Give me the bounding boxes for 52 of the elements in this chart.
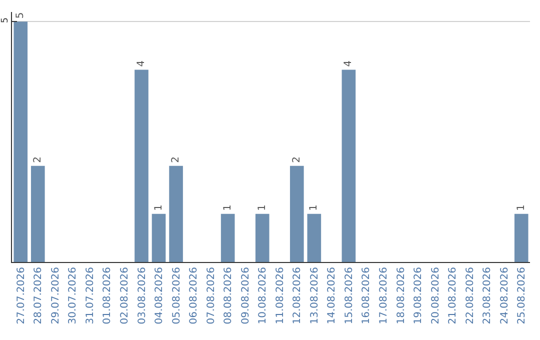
data-label: 1: [153, 204, 164, 211]
x-tick-label: 18.08.2026: [396, 267, 407, 324]
x-tick-label: 29.07.2026: [50, 267, 62, 324]
x-tick-label: 10.08.2026: [258, 267, 269, 324]
x-tick-label: 15.08.2026: [344, 267, 355, 324]
data-label: 1: [308, 204, 320, 211]
bar: [290, 166, 304, 262]
x-tick-label: 14.08.2026: [326, 267, 338, 324]
x-tick-label: 24.08.2026: [499, 267, 510, 324]
x-tick-label: 04.08.2026: [154, 267, 166, 324]
bar: [514, 214, 528, 262]
x-tick-label: 21.08.2026: [448, 267, 459, 324]
x-tick-label: 07.08.2026: [206, 267, 217, 324]
x-tick-label: 28.07.2026: [33, 267, 44, 324]
bar: [342, 70, 356, 262]
bar: [169, 166, 183, 262]
data-label: 1: [256, 204, 268, 211]
x-tick-label: 30.07.2026: [68, 267, 79, 324]
x-tick-label: 23.08.2026: [482, 267, 494, 324]
x-tick-label: 13.08.2026: [309, 267, 320, 324]
x-tick-label: 31.07.2026: [84, 267, 96, 324]
bar: [255, 214, 270, 262]
bar: [30, 166, 45, 262]
bar: [307, 214, 322, 262]
x-tick-label: 12.08.2026: [292, 267, 304, 324]
data-label: 2: [170, 156, 182, 163]
data-label: 2: [32, 156, 44, 163]
data-label: 4: [343, 60, 354, 67]
x-tick-label: 06.08.2026: [188, 267, 200, 324]
x-tick-label: 27.07.2026: [16, 267, 27, 324]
x-tick-label: 19.08.2026: [413, 267, 424, 324]
data-label: 5: [15, 12, 26, 19]
x-tick-label: 09.08.2026: [240, 267, 252, 324]
data-label: 4: [136, 60, 147, 67]
data-label: 1: [222, 204, 234, 211]
x-tick-label: 08.08.2026: [223, 267, 234, 324]
data-label: 2: [291, 156, 302, 163]
x-tick-label: 11.08.2026: [274, 267, 286, 324]
bar: [152, 214, 166, 262]
bar: [14, 22, 28, 262]
x-tick-label: 05.08.2026: [171, 267, 182, 324]
bar: [220, 214, 235, 262]
x-tick-label: 01.08.2026: [102, 267, 114, 324]
bar: [134, 70, 148, 262]
x-tick-label: 03.08.2026: [136, 267, 148, 324]
x-tick-label: 25.08.2026: [516, 267, 528, 324]
x-tick-label: 22.08.2026: [464, 267, 476, 324]
data-label: 1: [516, 204, 527, 211]
x-tick-label: 16.08.2026: [361, 267, 372, 324]
x-tick-label: 17.08.2026: [378, 267, 390, 324]
x-tick-label: 20.08.2026: [430, 267, 442, 324]
x-tick-label: 02.08.2026: [119, 267, 130, 324]
